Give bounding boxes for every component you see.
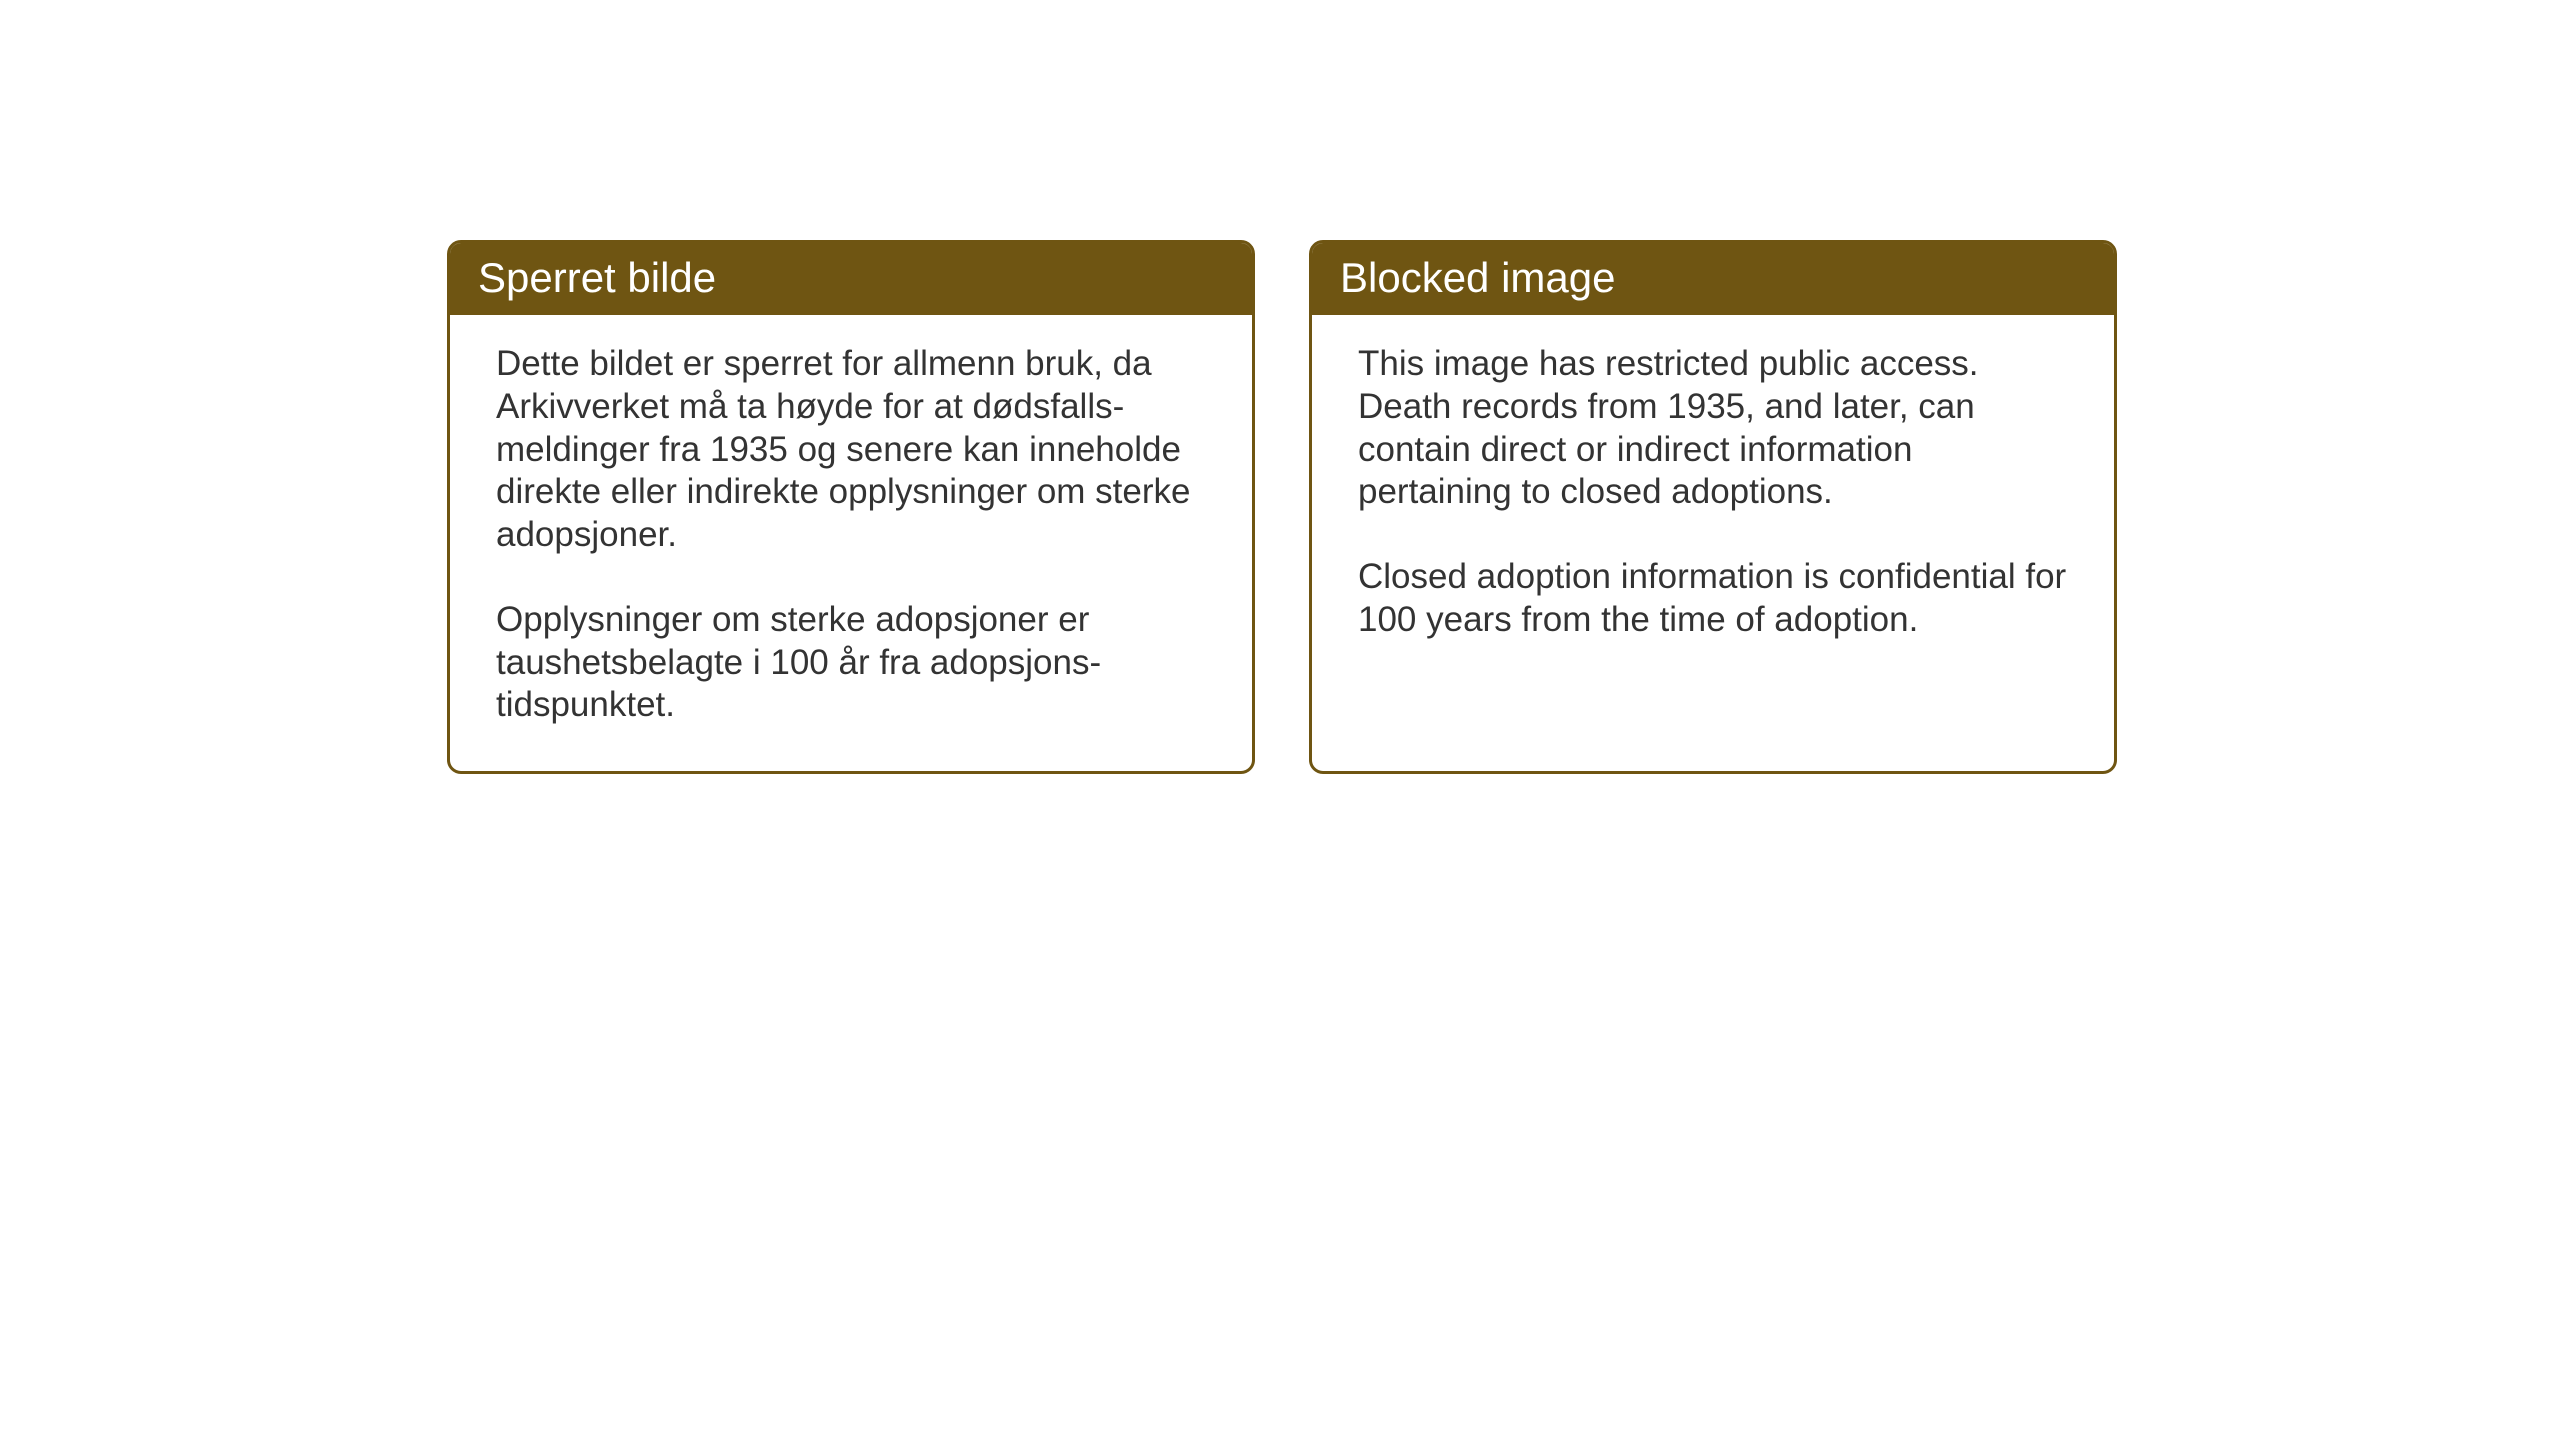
card-paragraph: Dette bildet er sperret for allmenn bruk… (496, 343, 1210, 556)
card-paragraph: Opplysninger om sterke adopsjoner er tau… (496, 599, 1210, 727)
card-paragraph: This image has restricted public access.… (1358, 343, 2072, 514)
card-title: Blocked image (1312, 243, 2114, 315)
notice-card-english: Blocked image This image has restricted … (1309, 240, 2117, 774)
card-paragraph: Closed adoption information is confident… (1358, 556, 2072, 641)
card-title: Sperret bilde (450, 243, 1252, 315)
notice-card-norwegian: Sperret bilde Dette bildet er sperret fo… (447, 240, 1255, 774)
card-body: Dette bildet er sperret for allmenn bruk… (450, 315, 1252, 771)
card-body: This image has restricted public access.… (1312, 315, 2114, 685)
notice-cards-container: Sperret bilde Dette bildet er sperret fo… (447, 240, 2117, 774)
